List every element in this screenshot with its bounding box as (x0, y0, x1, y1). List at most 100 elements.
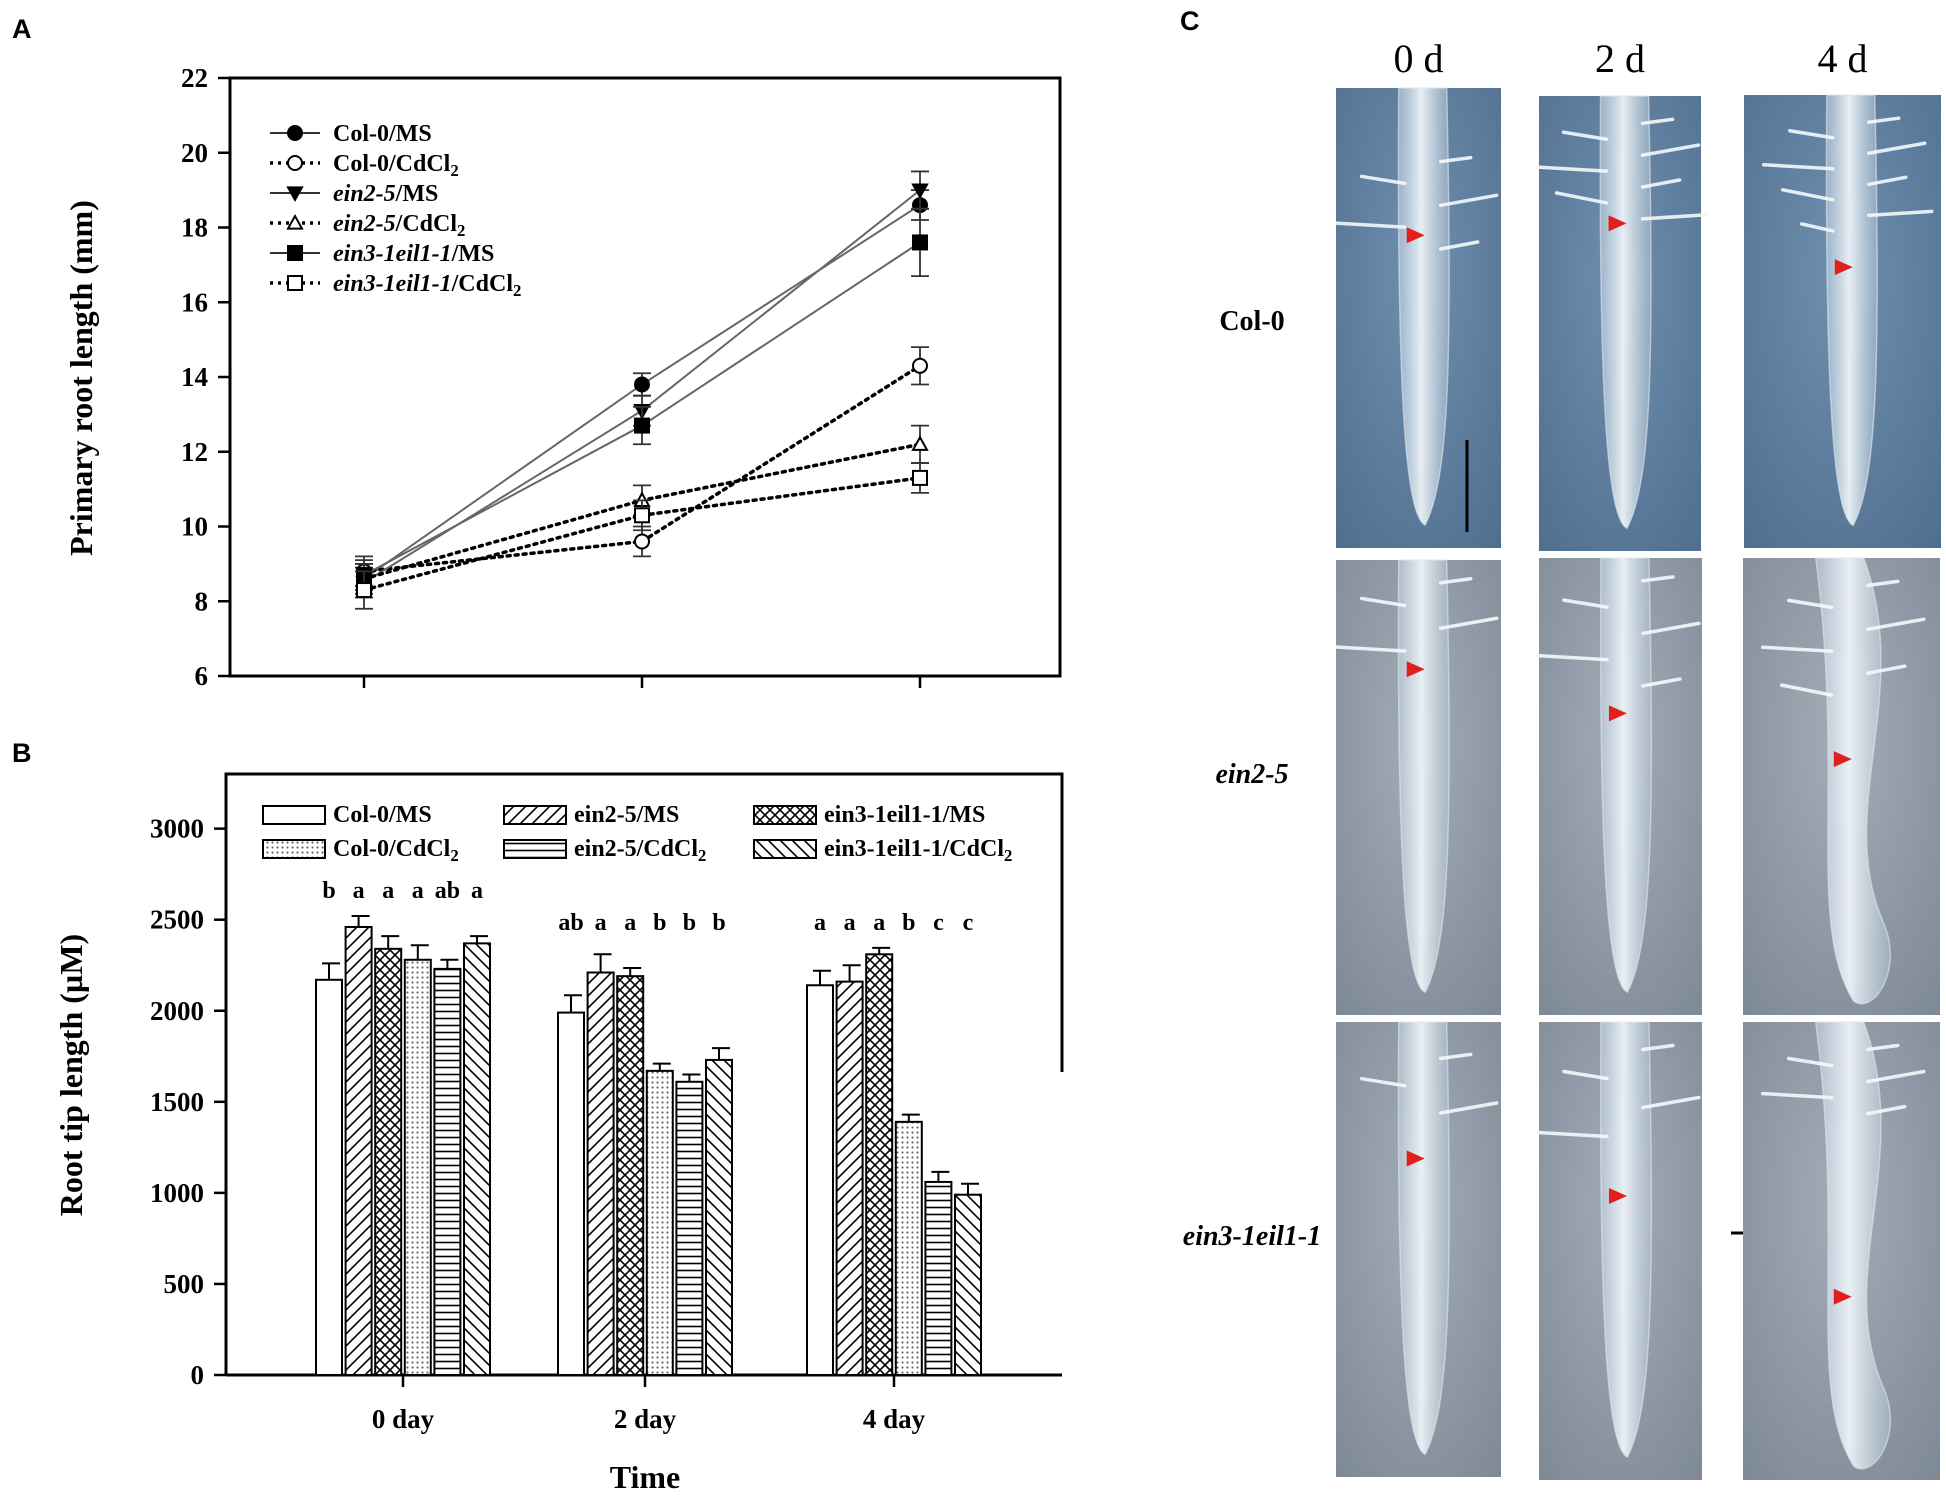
y-tick-label-b: 2500 (150, 905, 204, 935)
row-label: ein3-1eil1-1 (1183, 1221, 1321, 1252)
red-arrow-icon (1608, 215, 1627, 232)
root-hair (1866, 175, 1908, 187)
root-shape (1814, 1021, 1892, 1470)
root-hair (1438, 1052, 1473, 1061)
root-hair (1438, 240, 1480, 251)
root-shape (1825, 94, 1878, 527)
root-hair (1865, 1104, 1907, 1116)
legend-label-b: Col-0/MS (333, 802, 432, 828)
y-axis-a: 6 8 10 12 14 16 18 20 22 (181, 63, 230, 691)
root-hair (1865, 579, 1900, 588)
bar-chart-root-tip-length: 0 500 1000 1500 2000 2500 3000 0 day 2 day 4 day… (53, 772, 1064, 1495)
legend-label-b-part: 2 (450, 846, 458, 865)
y-tick-label-a: 12 (181, 437, 208, 467)
bar-b (806, 984, 834, 1376)
legend-swatch-b (753, 805, 817, 825)
y-tick-label-a: 22 (181, 63, 208, 93)
root-hair (1359, 596, 1407, 608)
data-point-a (634, 533, 650, 550)
y-tick-label-b: 0 (191, 1360, 205, 1390)
legend-label-a-part: ein3-1eil1-1 (333, 241, 452, 267)
bar-b (865, 953, 894, 1376)
significance-letter: ab (435, 878, 460, 904)
data-point-a (912, 469, 928, 486)
significance-letter: ab (558, 910, 583, 936)
root-hair (1786, 1056, 1834, 1068)
red-arrow-icon (1834, 259, 1853, 276)
root-hair (1561, 130, 1609, 141)
significance-letter: c (963, 910, 974, 936)
micrograph-cell (1744, 94, 1941, 548)
data-point-a (634, 507, 650, 524)
data-point-a (634, 417, 650, 434)
legend-swatch-b (262, 805, 326, 825)
root-hair (1640, 143, 1701, 157)
bar-b (463, 942, 491, 1376)
y-tick-label-a: 14 (181, 362, 208, 392)
root-hair (1536, 653, 1609, 662)
root-hair (1438, 155, 1473, 164)
root-hair (1562, 1069, 1609, 1081)
root-hair (1760, 1091, 1834, 1100)
red-arrow-icon (1833, 751, 1852, 768)
panel-letter-a: A (12, 14, 32, 44)
legend-swatch-b (503, 805, 567, 825)
root-hair (1359, 174, 1407, 186)
legend-label-a-part: ein2-5 (333, 181, 396, 207)
root-hair (1438, 193, 1499, 208)
root-hair (1641, 677, 1682, 688)
root-hair (1438, 577, 1473, 585)
series-a-5 (355, 462, 929, 610)
bar-b (374, 947, 403, 1376)
root-hair (1562, 598, 1609, 609)
y-tick-label-b: 1500 (150, 1087, 204, 1117)
legend-label-b-part: 2 (698, 846, 706, 865)
significance-letter: b (653, 910, 666, 936)
root-hair (1865, 1069, 1926, 1084)
y-axis-title-a: Primary root length (mm) (63, 200, 99, 556)
legend-label-a: ein2-5/MS (333, 181, 438, 207)
legend-label-b-part: ein2-5/MS (574, 802, 679, 828)
bar-b (586, 971, 615, 1377)
legend-marker-a (287, 155, 303, 171)
data-point-a (356, 582, 372, 599)
panel-letter-b: B (12, 738, 32, 768)
bar-b (954, 1193, 982, 1376)
legend-label-b-part: ein3-1eil1-1/MS (824, 802, 985, 828)
micrograph-cell (1743, 1021, 1940, 1480)
root-hair (1779, 683, 1834, 697)
column-header: 4 d (1818, 36, 1868, 81)
legend-label-a-part: /MS (395, 181, 439, 207)
data-point-a (634, 376, 650, 393)
root-hair (1438, 1101, 1499, 1115)
x-axis-a (362, 676, 922, 688)
red-arrow-icon (1833, 1288, 1852, 1305)
data-point-a (911, 435, 929, 451)
x-tick-label-b: 2 day (614, 1404, 677, 1434)
y-tick-label-b: 2000 (150, 996, 204, 1026)
significance-letter: a (595, 910, 607, 936)
y-tick-label-b: 500 (164, 1269, 205, 1299)
y-tick-label-a: 20 (181, 138, 208, 168)
root-hair (1641, 1043, 1675, 1052)
plot-frame-b (224, 772, 1064, 1375)
significance-letter: a (624, 910, 636, 936)
significance-letter: b (322, 878, 335, 904)
legend-label-b: ein2-5/MS (574, 802, 679, 828)
root-shape (1397, 1021, 1450, 1456)
micrograph-cell (1535, 95, 1708, 551)
legend-label-a-part: /CdCl (395, 211, 458, 237)
root-hair (1333, 221, 1407, 229)
root-hair (1438, 616, 1499, 630)
root-hair (1640, 178, 1682, 189)
micrograph-cell (1743, 557, 1940, 1015)
red-arrow-icon (1406, 227, 1425, 244)
legend-label-b-part: ein2-5/CdCl (574, 836, 698, 862)
root-hair (1640, 213, 1708, 221)
legend-label-b: ein3-1eil1-1/CdCl2 (824, 836, 1012, 865)
legend-label-b-part: Col-0/MS (333, 802, 432, 828)
red-arrow-icon (1608, 705, 1627, 722)
legend-label-b-part: ein3-1eil1-1/CdCl (824, 836, 1004, 862)
legend-label-a-part: 2 (513, 281, 521, 300)
